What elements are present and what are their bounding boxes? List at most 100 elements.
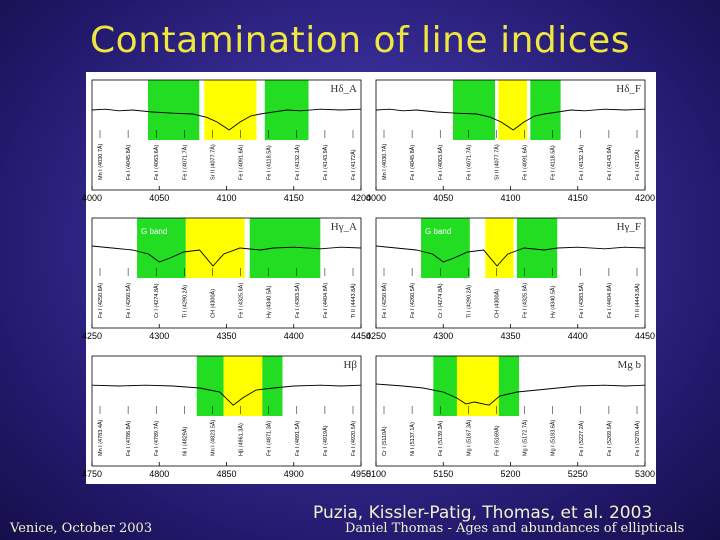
line-id-label: Mg I (5172.7Å) [522,419,529,456]
panel-mgb: Cr I (5110Å) Ni I (5137.1Å) Fe I (5139.3Å)… [366,348,655,483]
x-tick-label: 5100 [366,469,386,479]
line-id-label: Fe I (4172Å) [634,149,641,180]
line-id-label: Hγ (4340.5Å) [266,285,273,318]
line-id-label: Fe I (4260.5Å) [409,283,416,318]
citation: Puzia, Kissler-Patig, Thomas, et al. 200… [313,503,653,523]
line-id-label: Fe I (4118.5Å) [266,145,273,180]
line-id-label: Mn I (4030.7Å) [381,143,388,180]
panel-hgamma-a: G band Fe I (4250.8Å) Fe I (4260.5Å) Cr I (… [82,210,371,345]
line-id-label: Sr II (4077.7Å) [493,144,500,180]
line-id-label: Ti I (4290.2Å) [465,285,472,318]
index-label: Hγ_A [331,221,357,233]
panel-hdelta-a: Mn I (4030.7Å) Fe I (4045.8Å) Fe I (4063.6… [82,72,371,207]
line-id-label: Mn I (4030.7Å) [97,143,104,180]
x-tick-label: 4400 [284,331,304,341]
line-id-label: Cr I (4274.8Å) [437,283,444,318]
panel-svg: G band Fe I (4250.8Å) Fe I (4260.5Å) Cr I (… [82,217,371,341]
line-id-label: Fe I (4063.6Å) [437,145,444,180]
line-id-label: Fe I (4091.6Å) [238,145,245,180]
line-id-label: Fe I (4132.1Å) [578,145,585,180]
x-tick-label: 4250 [82,331,102,341]
line-id-label: Fe I (4786.8Å) [125,421,132,456]
line-id-label: Ti II (4443.8Å) [350,283,357,318]
panel-hdelta-f: Mn I (4030.7Å) Fe I (4045.8Å) Fe I (4063.6… [366,72,655,207]
line-id-label: Fe I (4325.8Å) [522,283,529,318]
line-id-label: Fe I (5139.3Å) [437,421,444,456]
band-label: G band [425,227,451,236]
x-tick-label: 4300 [433,331,453,341]
band-green-0 [147,80,200,140]
panel-svg: Mn I (4030.7Å) Fe I (4045.8Å) Fe I (4063.6… [82,79,371,203]
band-green-2 [262,356,283,416]
line-id-label: CH (4300Å) [209,289,216,318]
x-tick-label: 4800 [149,469,169,479]
band-label: G band [141,227,167,236]
line-id-label: Fe I (4132.1Å) [294,145,301,180]
x-tick-label: 4100 [500,193,520,203]
x-tick-label: 4200 [351,193,371,203]
x-tick-label: 4000 [82,193,102,203]
panel-svg: Cr I (5110Å) Ni I (5137.1Å) Fe I (5139.3Å)… [366,355,655,479]
line-id-label: Mn I (4783.4Å) [97,419,104,456]
line-id-label: Fe I (4071.7Å) [465,145,472,180]
panel-svg: Mn I (4030.7Å) Fe I (4045.8Å) Fe I (4063.6… [366,79,655,203]
line-id-label: Mg I (5183.6Å) [550,419,557,456]
x-tick-label: 4750 [82,469,102,479]
line-id-label: Fe I (4143.9Å) [322,145,329,180]
line-id-label: Mg I (5167.3Å) [465,419,472,456]
line-id-label: Fe I (4250.8Å) [381,283,388,318]
spectrum-line [91,245,362,267]
x-tick-label: 5300 [635,469,655,479]
line-id-label: Fe I (5270.4Å) [634,421,641,456]
line-id-label: Fe I (4045.8Å) [409,145,416,180]
panel-hbeta: Mn I (4783.4Å) Fe I (4786.8Å) Fe I (4789.7… [82,348,371,483]
x-tick-label: 4450 [635,331,655,341]
band-green-0 [421,218,470,278]
footer-author: Daniel Thomas - Ages and abundances of e… [345,521,685,536]
index-label: Hδ_F [616,83,641,95]
spectrum-line [91,384,362,406]
x-tick-label: 5250 [568,469,588,479]
line-id-label: Fe I (4250.8Å) [97,283,104,318]
x-tick-label: 4200 [635,193,655,203]
band-green-2 [498,356,520,416]
band-green-0 [196,356,224,416]
x-tick-label: 4400 [568,331,588,341]
line-id-label: Fe I (4871.3Å) [266,421,273,456]
line-id-label: Cr I (4274.8Å) [153,283,160,318]
spectrum-line [375,383,646,406]
line-id-label: Fe I (5169Å) [493,425,500,456]
x-tick-label: 4150 [568,193,588,203]
x-tick-label: 5150 [433,469,453,479]
spectrum-line [375,108,646,131]
line-id-label: Fe I (4325.8Å) [238,283,245,318]
band-green-0 [137,218,186,278]
line-id-label: Cr I (5110Å) [381,426,388,456]
x-tick-label: 4350 [216,331,236,341]
line-id-label: Fe I (5269.5Å) [606,421,613,456]
band-yellow-1 [456,356,501,416]
line-id-label: CH (4300Å) [493,289,500,318]
band-yellow-1 [485,218,514,278]
slide-title: Contamination of line indices [90,20,630,61]
line-id-label: Fe I (4891.5Å) [294,421,301,456]
line-id-label: Fe I (4260.5Å) [125,283,132,318]
line-id-label: Fe I (4071.7Å) [181,145,188,180]
line-id-label: Fe I (4404.8Å) [322,283,329,318]
band-yellow-1 [185,218,245,278]
x-tick-label: 4050 [433,193,453,203]
line-id-label: Ti I (4290.2Å) [181,285,188,318]
panel-hgamma-f: G band Fe I (4250.8Å) Fe I (4260.5Å) Cr I (… [366,210,655,345]
line-id-label: Ti II (4443.8Å) [634,283,641,318]
line-id-label: Fe I (5227.2Å) [578,421,585,456]
x-tick-label: 4100 [216,193,236,203]
index-label: Hδ_A [330,83,357,95]
line-id-label: Mn I (4823.5Å) [209,419,216,456]
line-id-label: Fe I (4919Å) [322,425,329,456]
index-label: Hβ [343,359,357,371]
x-tick-label: 4000 [366,193,386,203]
x-tick-label: 5200 [500,469,520,479]
x-tick-label: 4350 [500,331,520,341]
footer-venue: Venice, October 2003 [10,521,153,536]
spectrum-line [375,245,646,267]
